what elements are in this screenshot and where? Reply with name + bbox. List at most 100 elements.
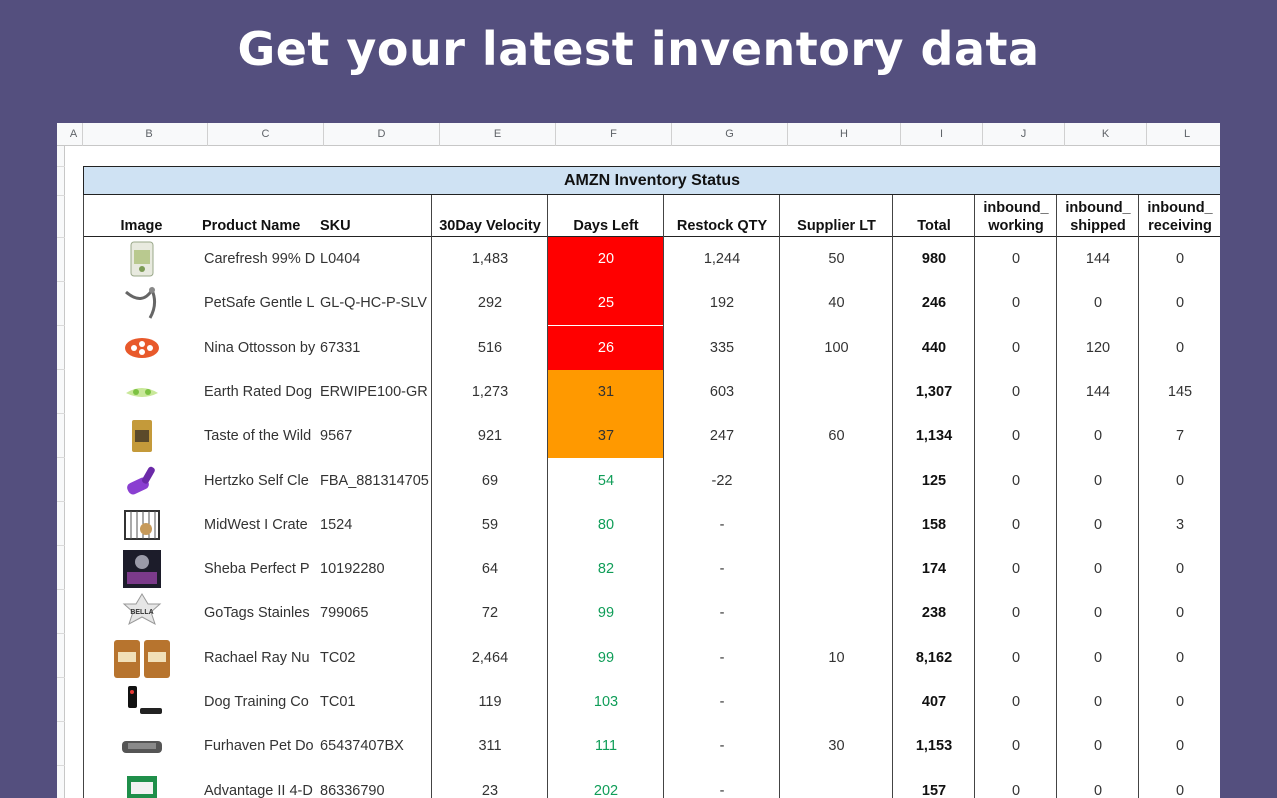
product-name-cell[interactable]: Advantage II 4-D xyxy=(204,782,313,798)
velocity-cell[interactable]: 119 xyxy=(478,694,502,710)
restock-qty-cell[interactable]: - xyxy=(719,694,725,710)
inbound-shipped-cell[interactable]: 0 xyxy=(1093,516,1103,533)
product-name-cell[interactable]: GoTags Stainles xyxy=(204,605,310,622)
inbound-receiving-cell[interactable]: 0 xyxy=(1175,605,1185,622)
restock-qty-cell[interactable]: - xyxy=(719,605,725,622)
supplier-lt-cell[interactable]: 50 xyxy=(828,251,845,267)
sku-cell[interactable]: 67331 xyxy=(320,339,361,356)
days-left-cell[interactable]: 37 xyxy=(548,414,664,459)
inbound-shipped-cell[interactable]: 0 xyxy=(1093,295,1103,312)
restock-qty-cell[interactable]: 603 xyxy=(709,383,735,400)
inbound-receiving-cell[interactable]: 0 xyxy=(1175,738,1185,755)
days-left-cell[interactable]: 80 xyxy=(597,516,615,533)
food-bag-icon[interactable] xyxy=(83,418,200,454)
pet-bed-icon[interactable] xyxy=(83,728,200,764)
sku-cell[interactable]: TC02 xyxy=(320,649,356,666)
inbound-working-cell[interactable]: 0 xyxy=(1011,516,1021,533)
leash-icon[interactable] xyxy=(83,285,200,321)
inbound-working-cell[interactable]: 0 xyxy=(1011,561,1021,578)
puzzle-toy-icon[interactable] xyxy=(83,330,200,366)
days-left-cell[interactable]: 99 xyxy=(597,649,615,666)
supplier-lt-cell[interactable]: 10 xyxy=(828,649,845,666)
inbound-shipped-cell[interactable]: 0 xyxy=(1093,605,1103,622)
treat-bags-icon[interactable] xyxy=(83,639,200,678)
inbound-receiving-cell[interactable]: 145 xyxy=(1167,383,1193,400)
supplier-lt-cell[interactable] xyxy=(780,680,893,724)
sku-cell[interactable]: 1524 xyxy=(320,516,353,533)
sku-cell[interactable]: 86336790 xyxy=(320,782,385,798)
inbound-receiving-cell[interactable]: 7 xyxy=(1175,428,1185,445)
inbound-working-cell[interactable]: 0 xyxy=(1011,428,1021,445)
inbound-receiving-cell[interactable]: 0 xyxy=(1175,251,1185,267)
sku-cell[interactable]: L0404 xyxy=(320,251,361,267)
restock-qty-cell[interactable]: - xyxy=(719,516,725,533)
product-name-cell[interactable]: Sheba Perfect P xyxy=(204,561,310,578)
velocity-cell[interactable]: 64 xyxy=(481,561,499,578)
velocity-cell[interactable]: 59 xyxy=(481,516,499,533)
inbound-shipped-cell[interactable]: 144 xyxy=(1085,383,1111,400)
velocity-cell[interactable]: 72 xyxy=(481,605,499,622)
column-header-c[interactable]: C xyxy=(208,123,324,146)
pet-tag-icon[interactable]: BELLA xyxy=(83,593,200,631)
inbound-working-cell[interactable]: 0 xyxy=(1011,383,1021,400)
header-inbound-receiving[interactable]: inbound_ receiving xyxy=(1139,195,1220,237)
header-inbound-shipped[interactable]: inbound_ shipped xyxy=(1057,195,1139,237)
inbound-receiving-cell[interactable]: 0 xyxy=(1175,649,1185,666)
inbound-working-cell[interactable]: 0 xyxy=(1011,649,1021,666)
sku-cell[interactable]: 799065 xyxy=(320,605,369,622)
inbound-working-cell[interactable]: 0 xyxy=(1011,295,1021,312)
product-name-cell[interactable]: PetSafe Gentle L xyxy=(204,295,315,312)
total-cell[interactable]: 125 xyxy=(921,472,947,489)
restock-qty-cell[interactable]: - xyxy=(719,738,725,755)
header-sku[interactable]: SKU xyxy=(320,218,351,234)
header-product-name[interactable]: Product Name xyxy=(202,218,301,234)
supplier-lt-cell[interactable]: 30 xyxy=(828,738,845,755)
inbound-working-cell[interactable]: 0 xyxy=(1011,605,1021,622)
inbound-shipped-cell[interactable]: 0 xyxy=(1093,472,1103,489)
product-name-cell[interactable]: Carefresh 99% D xyxy=(204,251,316,267)
total-cell[interactable]: 238 xyxy=(921,605,947,622)
header-total[interactable]: Total xyxy=(917,218,951,234)
days-left-cell[interactable]: 54 xyxy=(597,472,615,489)
table-title[interactable]: AMZN Inventory Status xyxy=(83,166,1220,195)
product-name-cell[interactable]: Hertzko Self Cle xyxy=(204,472,309,489)
inbound-working-cell[interactable]: 0 xyxy=(1011,251,1021,267)
supplier-lt-cell[interactable]: 100 xyxy=(824,339,849,356)
restock-qty-cell[interactable]: - xyxy=(719,782,725,798)
inbound-shipped-cell[interactable]: 0 xyxy=(1093,561,1103,578)
supplier-lt-cell[interactable] xyxy=(780,769,893,798)
total-cell[interactable]: 246 xyxy=(921,295,947,312)
total-cell[interactable]: 407 xyxy=(921,694,947,710)
header-image[interactable]: Image xyxy=(120,218,163,234)
days-left-cell[interactable]: 99 xyxy=(597,605,615,622)
column-header-g[interactable]: G xyxy=(672,123,788,146)
header-restock-qty[interactable]: Restock QTY xyxy=(676,218,768,234)
days-left-cell[interactable]: 103 xyxy=(593,694,619,710)
days-left-cell[interactable]: 31 xyxy=(548,369,664,414)
product-name-cell[interactable]: Nina Ottosson by xyxy=(204,339,316,356)
velocity-cell[interactable]: 292 xyxy=(477,295,503,312)
sku-cell[interactable]: 65437407BX xyxy=(320,738,404,755)
inbound-receiving-cell[interactable]: 0 xyxy=(1175,561,1185,578)
header-velocity[interactable]: 30Day Velocity xyxy=(439,218,541,234)
header-days-left[interactable]: Days Left xyxy=(573,218,639,234)
inbound-working-cell[interactable]: 0 xyxy=(1011,738,1021,755)
total-cell[interactable]: 1,134 xyxy=(915,428,953,445)
restock-qty-cell[interactable]: 1,244 xyxy=(703,251,741,267)
column-header-j[interactable]: J xyxy=(983,123,1065,146)
product-name-cell[interactable]: Rachael Ray Nu xyxy=(204,649,310,666)
sku-cell[interactable]: 10192280 xyxy=(320,561,385,578)
inbound-working-cell[interactable]: 0 xyxy=(1011,694,1021,710)
total-cell[interactable]: 440 xyxy=(921,339,947,356)
supplier-lt-cell[interactable] xyxy=(780,370,893,414)
product-name-cell[interactable]: Taste of the Wild xyxy=(204,428,312,445)
sku-cell[interactable]: GL-Q-HC-P-SLV xyxy=(320,295,427,312)
inbound-working-cell[interactable]: 0 xyxy=(1011,782,1021,798)
inbound-working-cell[interactable]: 0 xyxy=(1011,339,1021,356)
inbound-receiving-cell[interactable]: 0 xyxy=(1175,472,1185,489)
total-cell[interactable]: 158 xyxy=(921,516,947,533)
supplier-lt-cell[interactable]: 40 xyxy=(828,295,845,312)
total-cell[interactable]: 980 xyxy=(921,251,947,267)
product-name-cell[interactable]: MidWest I Crate xyxy=(204,516,308,533)
supplier-lt-cell[interactable] xyxy=(780,459,893,503)
